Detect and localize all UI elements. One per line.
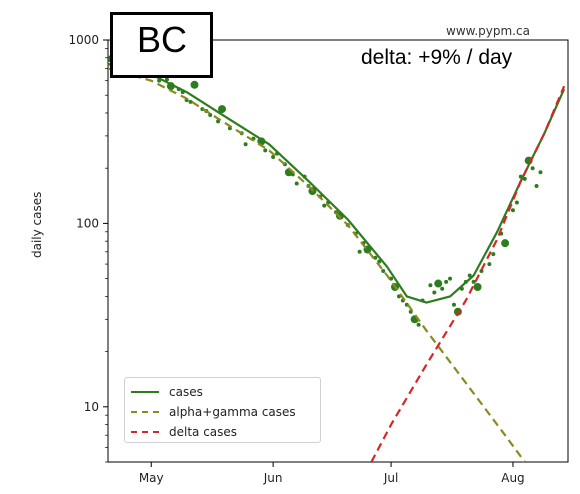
observed-case-point xyxy=(294,181,299,186)
observed-case-point xyxy=(243,142,248,147)
observed-case-point xyxy=(190,80,199,89)
observed-case-point xyxy=(491,252,496,257)
source-label: www.pypm.ca xyxy=(446,24,530,38)
y-tick-label: 10 xyxy=(84,400,99,414)
x-tick-label: May xyxy=(139,471,164,485)
legend-item-cases: cases xyxy=(131,382,320,402)
observed-case-point xyxy=(440,286,445,291)
observed-case-point xyxy=(448,276,453,281)
y-tick-label: 1000 xyxy=(68,33,99,47)
observed-case-point xyxy=(538,170,543,175)
legend-item-alpha-gamma: alpha+gamma cases xyxy=(131,402,320,422)
observed-case-point xyxy=(389,276,394,281)
plot-frame xyxy=(107,39,569,463)
series-line-cases xyxy=(108,62,566,304)
plot-area xyxy=(108,48,566,462)
legend-item-delta: delta cases xyxy=(131,422,320,442)
legend-swatch-alpha-gamma xyxy=(131,411,159,413)
observed-case-point xyxy=(357,249,362,254)
observed-case-point xyxy=(434,279,443,288)
observed-case-point xyxy=(428,283,433,288)
observed-case-point xyxy=(381,269,386,274)
legend: cases alpha+gamma cases delta cases xyxy=(124,377,321,443)
observed-case-point xyxy=(322,203,327,208)
observed-case-point xyxy=(432,290,437,295)
growth-annotation: delta: +9% / day xyxy=(361,46,513,69)
x-tick-label: Jul xyxy=(383,471,398,485)
observed-case-point xyxy=(164,77,169,82)
legend-label-alpha-gamma: alpha+gamma cases xyxy=(169,405,296,419)
series-line-alpha-gamma xyxy=(108,67,526,462)
x-tick-label: Aug xyxy=(501,471,524,485)
observed-case-point xyxy=(530,166,535,171)
observed-case-point xyxy=(188,99,193,104)
observed-case-point xyxy=(218,105,227,114)
observed-case-point xyxy=(467,273,472,278)
observed-case-point xyxy=(373,255,378,260)
legend-label-cases: cases xyxy=(169,385,203,399)
observed-case-point xyxy=(510,208,515,213)
legend-swatch-delta xyxy=(131,431,159,433)
region-label: BC xyxy=(110,12,213,78)
x-tick-label: Jun xyxy=(263,471,283,485)
observed-case-point xyxy=(473,282,482,291)
observed-case-point xyxy=(514,200,519,205)
observed-case-point xyxy=(451,302,456,307)
legend-swatch-cases xyxy=(131,391,159,393)
observed-case-point xyxy=(416,322,421,327)
observed-case-point xyxy=(534,183,539,188)
y-axis-label: daily cases xyxy=(30,191,44,258)
observed-case-point xyxy=(263,148,268,153)
observed-case-point xyxy=(487,262,492,267)
observed-case-point xyxy=(501,239,510,248)
observed-case-point xyxy=(522,176,527,181)
observed-case-point xyxy=(444,279,449,284)
series-line-delta xyxy=(370,85,566,462)
legend-label-delta: delta cases xyxy=(169,425,238,439)
y-tick-label: 100 xyxy=(76,216,99,230)
